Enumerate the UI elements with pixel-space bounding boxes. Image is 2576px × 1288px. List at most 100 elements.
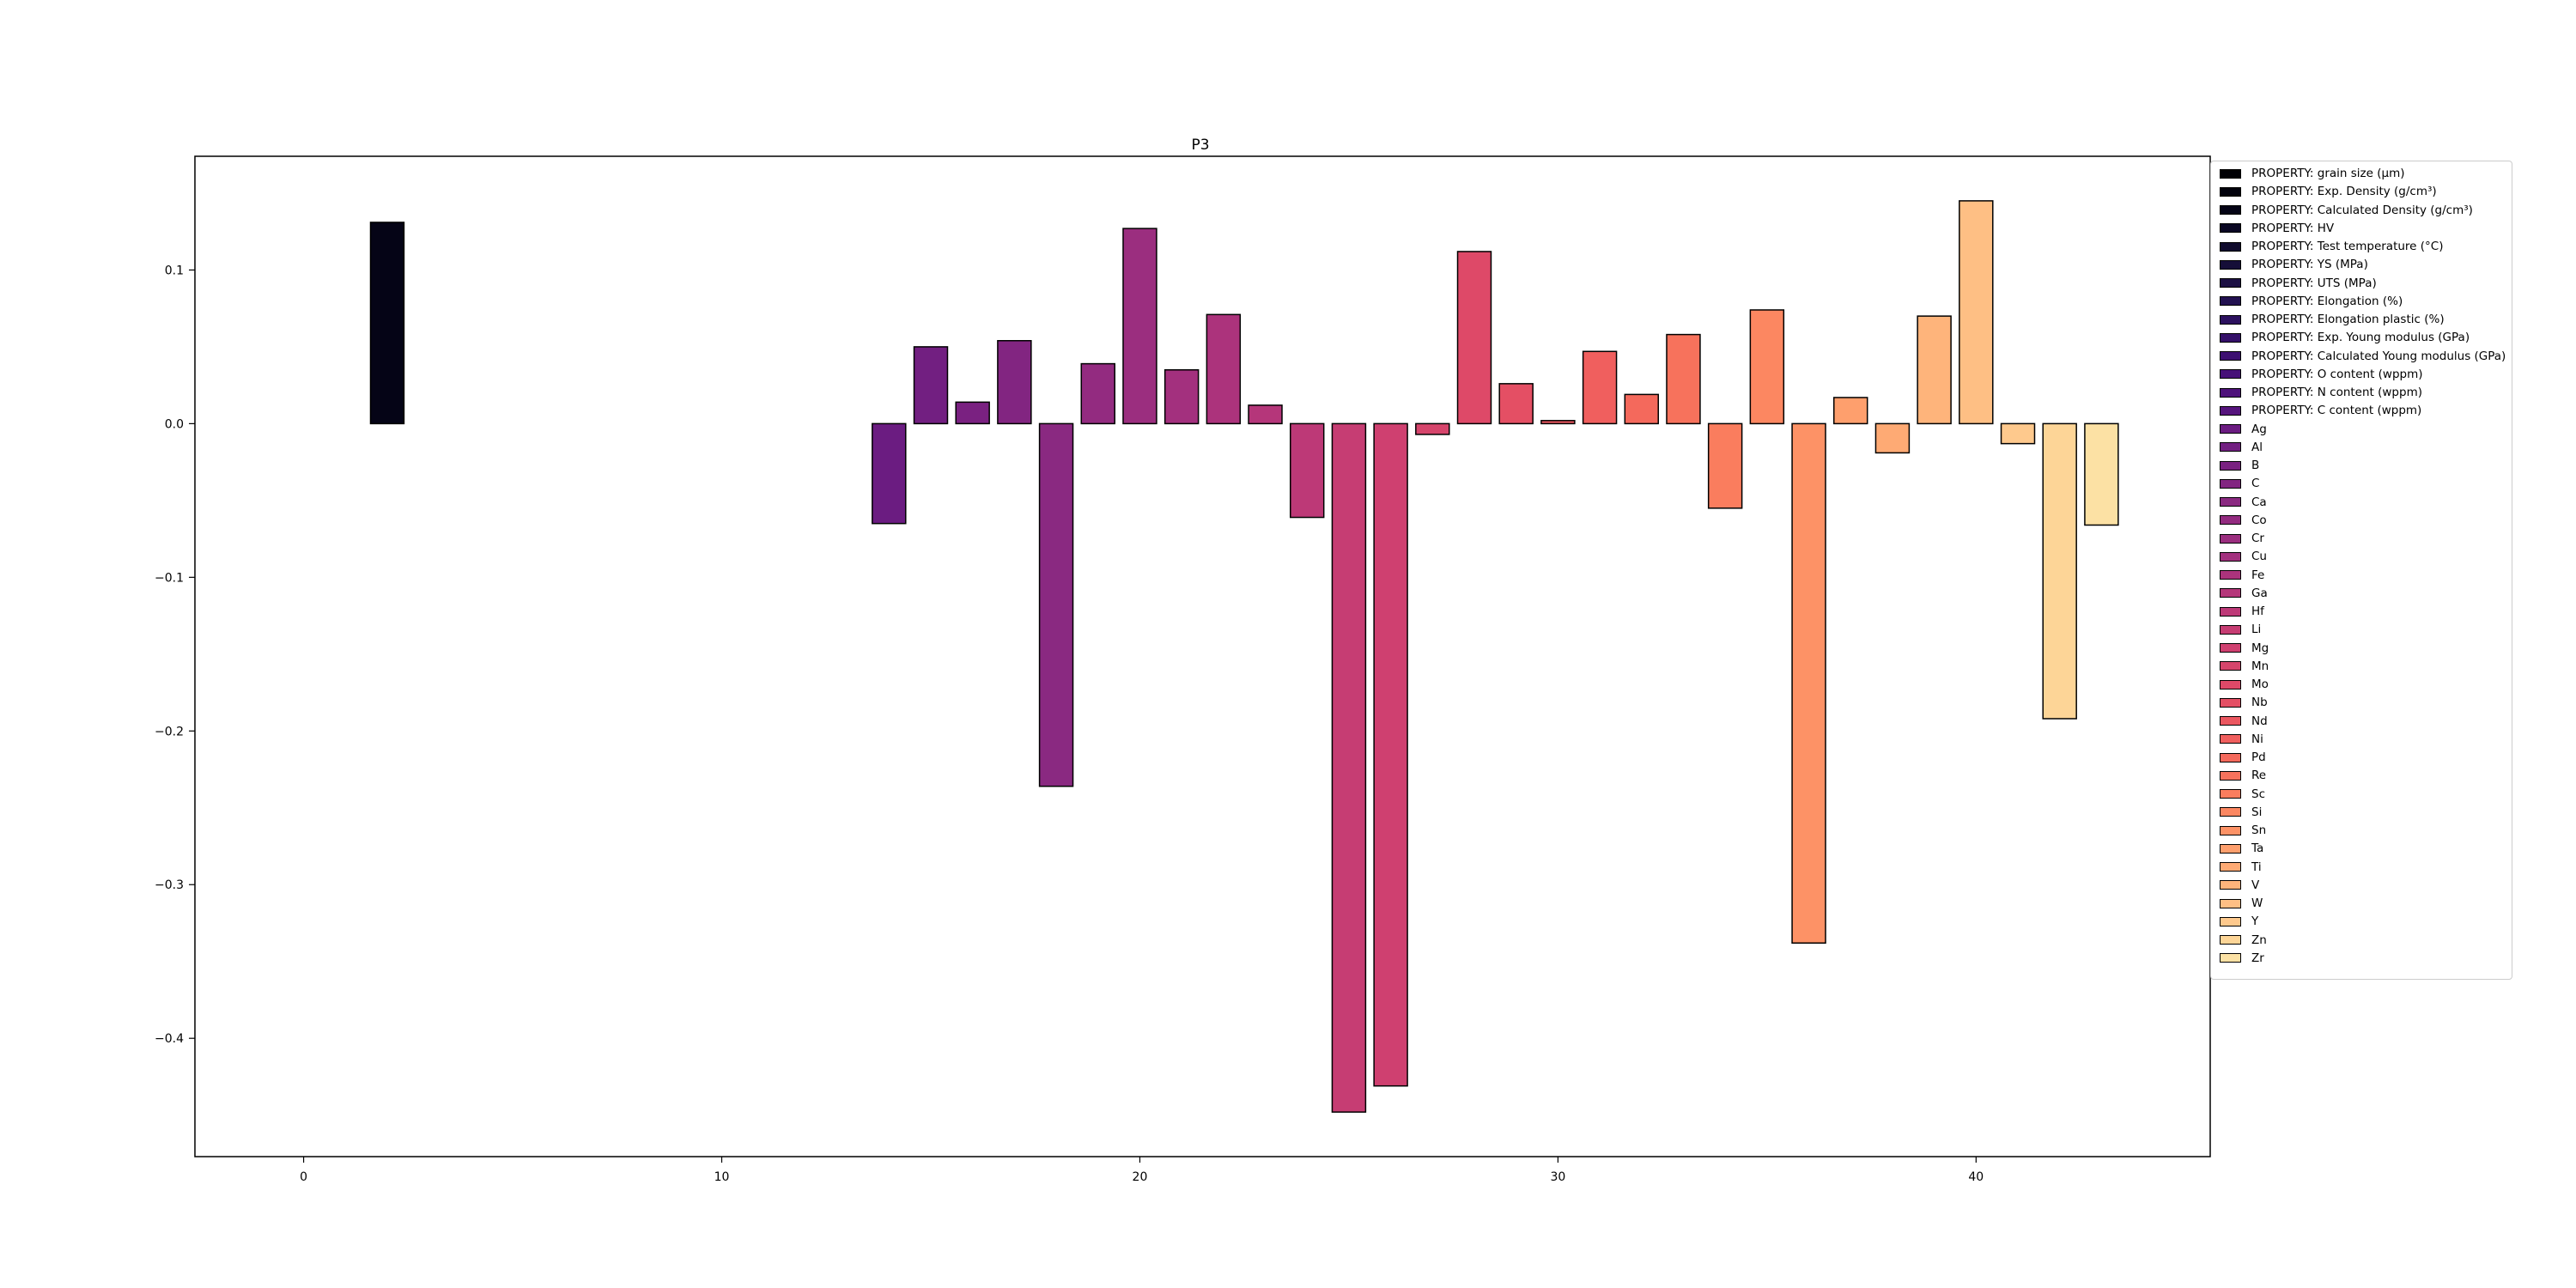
legend-swatch: [2220, 588, 2241, 598]
y-axis: −0.4 −0.3 −0.2 −0.1 0.0 0.1: [155, 264, 195, 1046]
legend-label: PROPERTY: Test temperature (°C): [2251, 240, 2444, 253]
legend-item-33: Re: [2220, 767, 2266, 784]
legend-swatch: [2220, 843, 2241, 854]
legend-label: PROPERTY: Elongation (%): [2251, 294, 2403, 308]
legend-label: Ca: [2251, 495, 2267, 509]
legend-swatch: [2220, 497, 2241, 507]
legend-label: Nb: [2251, 696, 2268, 710]
legend-swatch: [2220, 551, 2241, 562]
legend-label: Hf: [2251, 605, 2264, 618]
y-tick-label-3: −0.1: [155, 571, 184, 585]
bar-37: [1833, 397, 1868, 425]
bar-33: [1666, 333, 1701, 425]
legend-swatch: [2220, 916, 2241, 927]
legend-item-5: PROPERTY: YS (MPa): [2220, 256, 2368, 273]
legend-swatch: [2220, 953, 2241, 963]
legend-item-0: PROPERTY: grain size (μm): [2220, 165, 2405, 182]
legend-item-2: PROPERTY: Calculated Density (g/cm³): [2220, 202, 2473, 219]
legend-label: Zr: [2251, 951, 2264, 965]
plot-frame: [194, 155, 2211, 1157]
bar-43: [2084, 422, 2119, 526]
legend-swatch: [2220, 661, 2241, 671]
legend-swatch: [2220, 515, 2241, 526]
bar-25: [1331, 422, 1367, 1113]
bar-16: [955, 401, 990, 425]
legend-label: Pd: [2251, 750, 2266, 764]
legend-item-25: Li: [2220, 621, 2261, 638]
bar-18: [1038, 422, 1074, 787]
legend-label: PROPERTY: N content (wppm): [2251, 386, 2422, 399]
bar-34: [1707, 422, 1743, 509]
legend-item-18: Ca: [2220, 494, 2267, 511]
legend-swatch: [2220, 186, 2241, 197]
legend-label: Zn: [2251, 933, 2267, 947]
legend-item-30: Nd: [2220, 713, 2268, 730]
legend-label: PROPERTY: Exp. Young modulus (GPa): [2251, 331, 2470, 345]
legend-label: Ta: [2251, 841, 2264, 856]
legend-label: Mo: [2251, 677, 2269, 691]
legend-swatch: [2220, 533, 2241, 544]
x-tick-label-3: 30: [1550, 1170, 1565, 1184]
legend-label: PROPERTY: O content (wppm): [2251, 367, 2423, 381]
legend-item-38: Ti: [2220, 859, 2262, 876]
legend-item-39: V: [2220, 877, 2259, 894]
legend-item-7: PROPERTY: Elongation (%): [2220, 293, 2403, 310]
legend-swatch: [2220, 351, 2241, 361]
legend-item-12: PROPERTY: N content (wppm): [2220, 384, 2422, 401]
legend-label: Ag: [2251, 422, 2267, 436]
legend-label: Co: [2251, 513, 2267, 527]
legend-swatch: [2220, 789, 2241, 799]
legend-label: PROPERTY: Calculated Young modulus (GPa): [2251, 349, 2506, 363]
bar-22: [1206, 313, 1242, 425]
y-tick-label-0: −0.4: [155, 1032, 184, 1046]
legend-item-10: PROPERTY: Calculated Young modulus (GPa): [2220, 348, 2506, 365]
legend-label: Mn: [2251, 659, 2269, 673]
legend-swatch: [2220, 825, 2241, 835]
bar-24: [1290, 422, 1325, 519]
legend-label: B: [2251, 459, 2260, 472]
y-tick-label-5: 0.1: [165, 264, 184, 277]
legend-swatch: [2220, 807, 2241, 817]
legend-label: Cu: [2251, 550, 2267, 564]
legend-item-31: Ni: [2220, 731, 2263, 748]
legend-item-23: Ga: [2220, 585, 2268, 602]
bar-21: [1163, 369, 1200, 425]
legend-item-6: PROPERTY: UTS (MPa): [2220, 275, 2377, 292]
legend-label: Y: [2251, 914, 2259, 929]
bar-40: [1959, 200, 1994, 425]
bar-14: [872, 422, 907, 525]
bar-30: [1540, 420, 1576, 425]
legend-swatch: [2220, 168, 2241, 179]
bar-2: [369, 222, 405, 425]
legend-label: Ti: [2251, 860, 2262, 874]
legend-swatch: [2220, 770, 2241, 781]
legend-item-32: Pd: [2220, 749, 2266, 766]
legend-swatch: [2220, 898, 2241, 908]
chart-title: P3: [1191, 137, 1209, 154]
bar-29: [1498, 383, 1534, 425]
legend-swatch: [2220, 716, 2241, 726]
x-tick-label-2: 20: [1133, 1170, 1148, 1184]
legend-label: W: [2251, 896, 2263, 910]
bar-39: [1917, 315, 1952, 425]
x-tick-label-0: 0: [300, 1170, 307, 1184]
legend-item-26: Mg: [2220, 640, 2269, 657]
legend-label: PROPERTY: HV: [2251, 221, 2335, 235]
legend-item-40: W: [2220, 895, 2263, 912]
legend-item-36: Sn: [2220, 822, 2266, 839]
bar-15: [913, 346, 949, 425]
legend-label: Sn: [2251, 823, 2267, 837]
legend-label: PROPERTY: UTS (MPa): [2251, 276, 2377, 290]
legend-swatch: [2220, 369, 2241, 380]
legend-swatch: [2220, 679, 2241, 690]
bars-group: [369, 200, 2119, 1113]
legend-item-42: Zn: [2220, 932, 2267, 949]
bar-32: [1624, 393, 1660, 425]
legend-item-41: Y: [2220, 913, 2258, 930]
bar-36: [1791, 422, 1826, 944]
legend-swatch: [2220, 606, 2241, 617]
legend-swatch: [2220, 314, 2241, 325]
legend-label: Fe: [2251, 568, 2265, 582]
legend-swatch: [2220, 332, 2241, 343]
x-tick-label-4: 40: [1968, 1170, 1984, 1184]
